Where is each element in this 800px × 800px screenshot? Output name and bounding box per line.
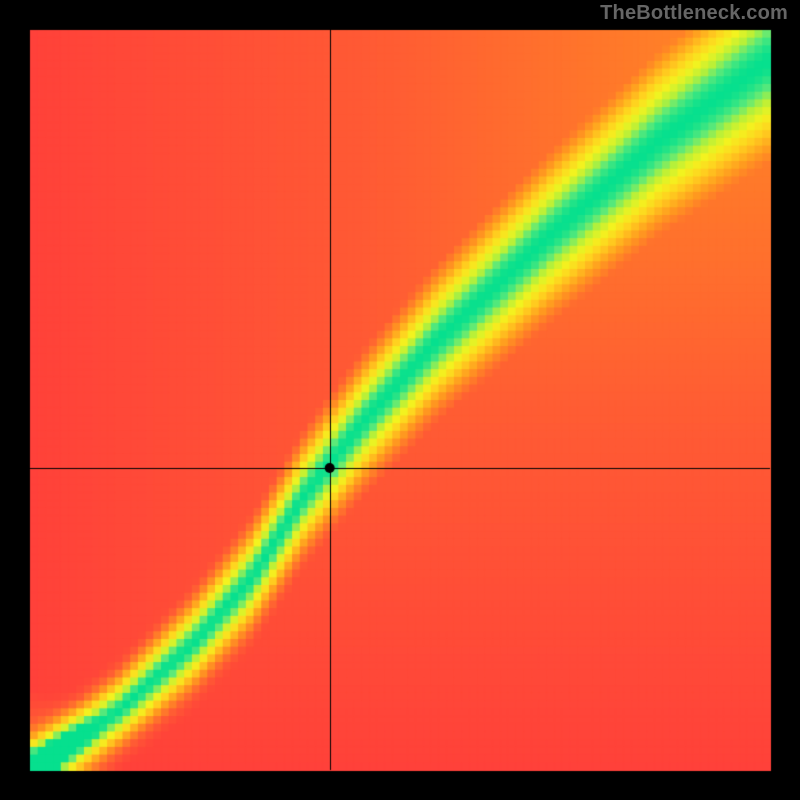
watermark-text: TheBottleneck.com xyxy=(600,2,788,25)
heatmap-canvas xyxy=(0,0,800,800)
